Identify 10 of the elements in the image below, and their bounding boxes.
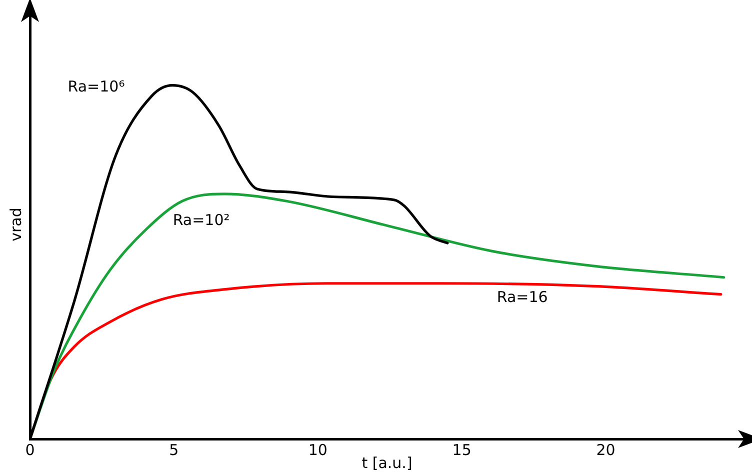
x-axis-title: t [a.u.] [362,454,412,472]
x-tick-label: 5 [169,440,179,459]
x-tick-label: 20 [596,440,616,459]
x-tick-label: 15 [452,440,472,459]
x-tick-label: 10 [308,440,328,459]
x-tick-label: 0 [25,440,35,459]
series-label: Ra=10⁶ [68,77,125,96]
y-axis-title: vrad [6,208,25,242]
series-label: Ra=16 [496,288,548,306]
series-label: Ra=10² [172,211,230,230]
